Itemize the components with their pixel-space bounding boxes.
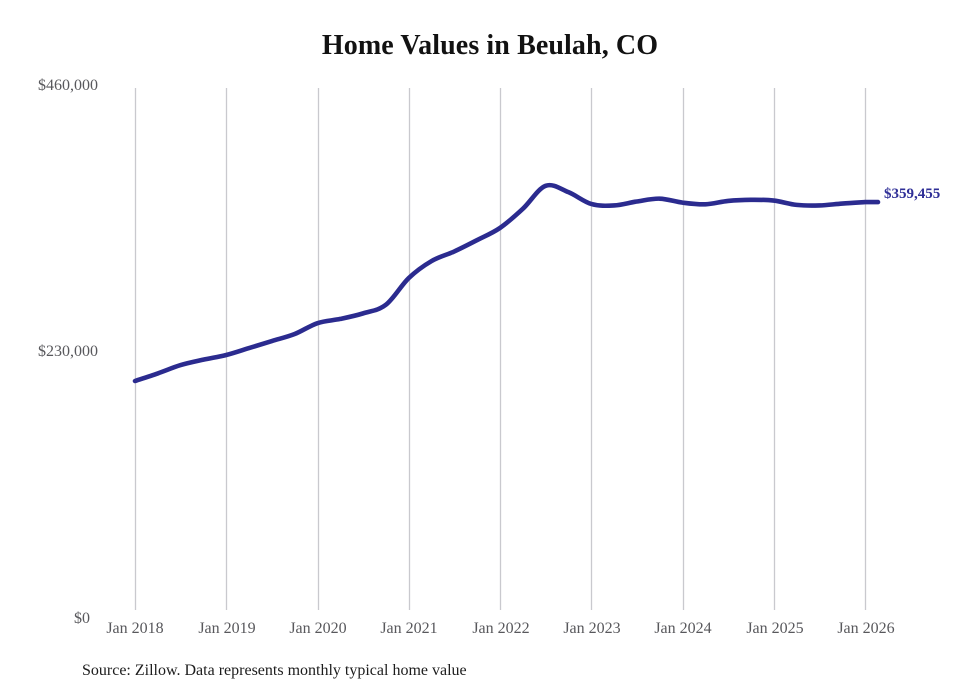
y-axis-tick-0: $0: [74, 610, 90, 627]
x-axis-tick-jan-2023: Jan 2023: [563, 620, 621, 637]
source-note: Source: Zillow. Data represents monthly …: [82, 662, 467, 679]
x-axis-tick-jan-2019: Jan 2019: [198, 620, 256, 637]
x-axis-tick-jan-2022: Jan 2022: [472, 620, 530, 637]
y-axis-tick-230000: $230,000: [38, 343, 98, 360]
endpoint-value-label: $359,455: [884, 186, 941, 202]
x-axis-tick-jan-2024: Jan 2024: [654, 620, 712, 637]
x-axis-tick-jan-2018: Jan 2018: [106, 620, 164, 637]
value-line: [132, 182, 881, 384]
chart-title: Home Values in Beulah, CO: [321, 30, 659, 61]
x-axis-tick-jan-2025: Jan 2025: [746, 620, 804, 637]
vertical-gridlines: [134, 88, 867, 610]
y-axis-tick-460000: $460,000: [38, 77, 98, 94]
x-axis-tick-jan-2026: Jan 2026: [837, 620, 895, 637]
x-axis-tick-jan-2021: Jan 2021: [380, 620, 438, 637]
x-axis-tick-jan-2020: Jan 2020: [289, 620, 347, 637]
